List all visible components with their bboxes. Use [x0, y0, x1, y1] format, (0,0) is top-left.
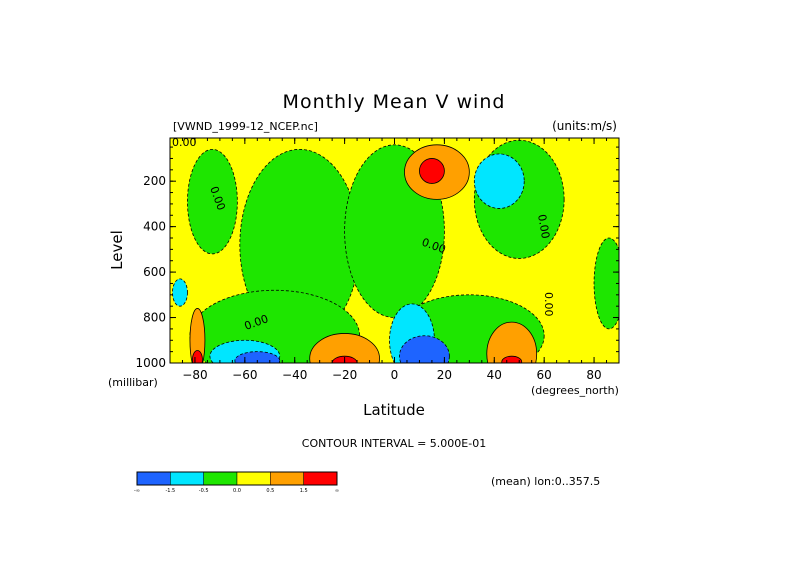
colorbar-label: 0.5	[266, 488, 274, 494]
x-tick-label: −80	[182, 368, 207, 382]
x-tick-label: 0	[391, 368, 399, 382]
colorbar-label: -1.5	[165, 488, 175, 494]
mean-label: (mean) lon:0..357.5	[491, 475, 600, 488]
colorbar-swatch	[270, 471, 304, 486]
colorbar-frame	[136, 471, 338, 486]
y-units-label: (millibar)	[108, 376, 158, 389]
y-tick-label: 600	[143, 265, 166, 279]
x-units-label: (degrees_north)	[531, 384, 619, 397]
contour-label: 0.00	[172, 136, 197, 149]
contour-region-orange-lower-subtropics	[309, 333, 380, 363]
colorbar-swatch	[136, 471, 171, 486]
contour-interval-label: CONTOUR INTERVAL = 5.000E-01	[302, 437, 486, 450]
y-tick-label: 1000	[135, 356, 166, 370]
contour-region-red-lower-west	[192, 350, 203, 363]
contour-region-blue-lower-south	[234, 351, 281, 363]
contour-region-green-west-pocket	[187, 148, 238, 255]
contour-label: 0.00	[542, 292, 555, 317]
colorbar-label: ∞	[335, 488, 339, 494]
x-tick-label: 60	[537, 368, 552, 382]
colorbar-swatch	[203, 471, 238, 486]
y-tick-label: 200	[143, 174, 166, 188]
contour-region-red-upper-core	[419, 158, 445, 184]
colorbar-swatch	[236, 471, 271, 486]
x-tick-label: 20	[437, 368, 452, 382]
contour-region-orange-lower-west	[189, 308, 206, 363]
colorbar-label: -∞	[134, 488, 140, 494]
colorbar-swatch	[303, 471, 338, 486]
units-label: (units:m/s)	[552, 119, 617, 133]
plot-area: 0.00 0.00 0.00 0.00 0.00 0.00	[170, 136, 619, 363]
colorbar-label: -0.5	[199, 488, 209, 494]
y-tick-label: 800	[143, 311, 166, 325]
contour-region-orange-lower-east	[486, 321, 538, 363]
colorbar-swatch	[170, 471, 204, 486]
x-axis-label: Latitude	[363, 401, 425, 419]
contour-region-cyan-upper-east	[473, 153, 525, 209]
colorbar-label: 1.5	[300, 488, 308, 494]
y-axis-label: Level	[108, 230, 126, 270]
y-tick-label: 400	[143, 220, 166, 234]
x-tick-label: 40	[487, 368, 502, 382]
x-tick-label: −20	[332, 368, 357, 382]
colorbar-label: 0.0	[233, 488, 241, 494]
contour-label: 0.00	[535, 213, 552, 239]
contour-region-cyan-west-edge	[172, 278, 188, 307]
x-tick-label: 80	[586, 368, 601, 382]
contour-region-blue-lower-tropics	[399, 335, 450, 363]
chart-title: Monthly Mean V wind	[283, 91, 506, 113]
x-tick-label: −40	[282, 368, 307, 382]
dataset-label: [VWND_1999-12_NCEP.nc]	[173, 120, 318, 133]
colorbar: -∞ -1.5 -0.5 0.0 0.5 1.5 ∞	[134, 471, 339, 494]
x-tick-label: −60	[232, 368, 257, 382]
contour-region-green-far-east	[593, 237, 619, 330]
